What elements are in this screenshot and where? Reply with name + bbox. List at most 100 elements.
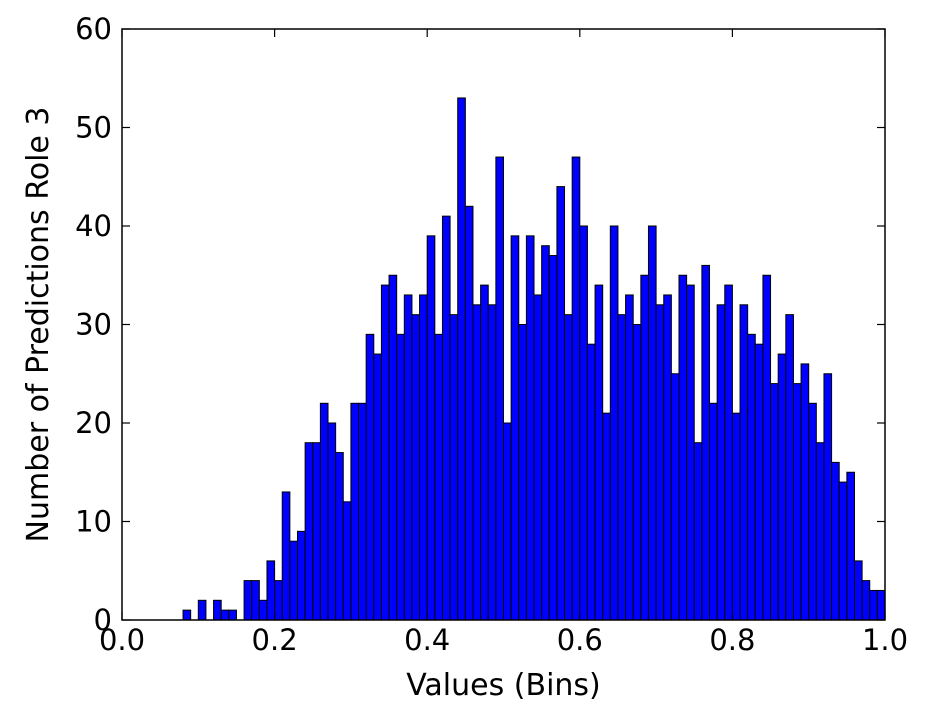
histogram-bar — [640, 274, 649, 621]
histogram-bar — [869, 589, 878, 621]
histogram-bar — [831, 461, 840, 621]
histogram-bar — [335, 452, 344, 621]
histogram-bar — [251, 580, 260, 621]
histogram-bar — [770, 383, 779, 621]
histogram-bar — [655, 304, 665, 621]
histogram-bar — [503, 422, 512, 621]
histogram-bar — [777, 353, 787, 621]
histogram-bar — [838, 481, 848, 621]
histogram-bar — [365, 333, 375, 621]
histogram-bar — [472, 304, 482, 621]
histogram-bar — [541, 245, 550, 621]
histogram-bar — [876, 589, 886, 621]
y-axis-label: Number of Predictions Role 3 — [21, 107, 56, 543]
histogram-bar — [319, 402, 329, 621]
y-tick-label: 10 — [75, 505, 112, 539]
histogram-bar — [350, 402, 360, 621]
y-tick-label: 20 — [75, 406, 112, 440]
y-tick-label: 60 — [75, 12, 112, 46]
histogram-bar — [510, 235, 520, 621]
histogram-bar — [388, 274, 398, 621]
histogram-bar — [396, 333, 405, 621]
histogram-bar — [792, 383, 802, 621]
histogram-bar — [564, 314, 573, 621]
histogram-bar — [434, 333, 443, 621]
histogram-bar — [220, 609, 230, 621]
histogram-bar — [602, 412, 611, 621]
histogram-bar — [358, 402, 367, 621]
histogram-bar — [197, 599, 207, 621]
histogram-bar — [266, 560, 276, 621]
histogram-bar — [731, 412, 741, 621]
histogram-bar — [762, 274, 772, 621]
histogram-bar — [800, 363, 810, 621]
histogram-bar — [533, 294, 543, 621]
y-tick-label: 50 — [75, 111, 112, 145]
histogram-bar — [724, 284, 733, 621]
histogram-bar — [686, 284, 695, 621]
histogram-bar — [289, 540, 298, 621]
histogram-bar — [609, 225, 619, 621]
histogram-bar — [823, 373, 833, 621]
histogram-bar — [480, 284, 489, 621]
x-tick-label: 0.8 — [709, 623, 755, 657]
x-tick-label: 0.2 — [252, 623, 298, 657]
histogram-bar — [525, 235, 535, 621]
histogram-bar — [861, 580, 871, 621]
histogram-bar — [808, 402, 817, 621]
histogram-bar — [182, 609, 192, 621]
histogram-bar — [815, 442, 825, 621]
histogram-bar — [441, 215, 451, 621]
histogram-bar — [739, 304, 749, 621]
histogram-bar — [693, 442, 703, 621]
histogram-bar — [419, 294, 428, 621]
histogram-bar — [487, 304, 497, 621]
x-tick-label: 0.0 — [99, 623, 145, 657]
histogram-bar — [304, 442, 314, 621]
histogram-bar — [403, 294, 413, 621]
histogram-bar — [228, 609, 237, 621]
histogram-bar — [373, 353, 382, 621]
histogram-bar — [754, 343, 764, 621]
x-axis-label: Values (Bins) — [406, 668, 601, 703]
histogram-bar — [548, 255, 558, 621]
plot-frame — [121, 28, 886, 621]
histogram-bar — [274, 580, 283, 621]
histogram-bar — [571, 156, 581, 621]
histogram-bar — [342, 501, 352, 621]
histogram-bar — [663, 294, 672, 621]
histogram-bar — [213, 599, 222, 621]
histogram-bar — [495, 156, 504, 621]
histogram-bar — [464, 205, 474, 621]
y-tick-label: 0 — [94, 603, 112, 637]
histogram-bar — [747, 333, 756, 621]
histogram-bar — [647, 225, 657, 621]
histogram-bar — [709, 402, 718, 621]
histogram-bar — [785, 314, 794, 621]
histogram-bar — [449, 314, 459, 621]
histogram-bar — [380, 284, 390, 621]
histogram-bar — [678, 274, 688, 621]
histogram-bar — [594, 284, 604, 621]
histogram-bar — [243, 580, 253, 621]
histogram-bar — [617, 314, 627, 621]
x-tick-label: 0.6 — [557, 623, 603, 657]
histogram-bar — [296, 530, 306, 621]
y-tick-label: 40 — [75, 209, 112, 243]
histogram-bar — [281, 491, 291, 621]
histogram-bar — [632, 324, 642, 621]
histogram-bar — [327, 422, 337, 621]
histogram-bar — [625, 294, 634, 621]
y-tick-label: 30 — [75, 308, 112, 342]
histogram-bar — [670, 373, 680, 621]
histogram-bar — [426, 235, 436, 621]
histogram-bar — [586, 343, 596, 621]
histogram-bar — [716, 304, 726, 621]
histogram-bar — [846, 471, 855, 621]
histogram-bar — [258, 599, 268, 621]
histogram-bar — [312, 442, 321, 621]
histogram-bar — [556, 186, 566, 621]
histogram-bar — [457, 97, 466, 621]
x-tick-label: 0.4 — [404, 623, 450, 657]
